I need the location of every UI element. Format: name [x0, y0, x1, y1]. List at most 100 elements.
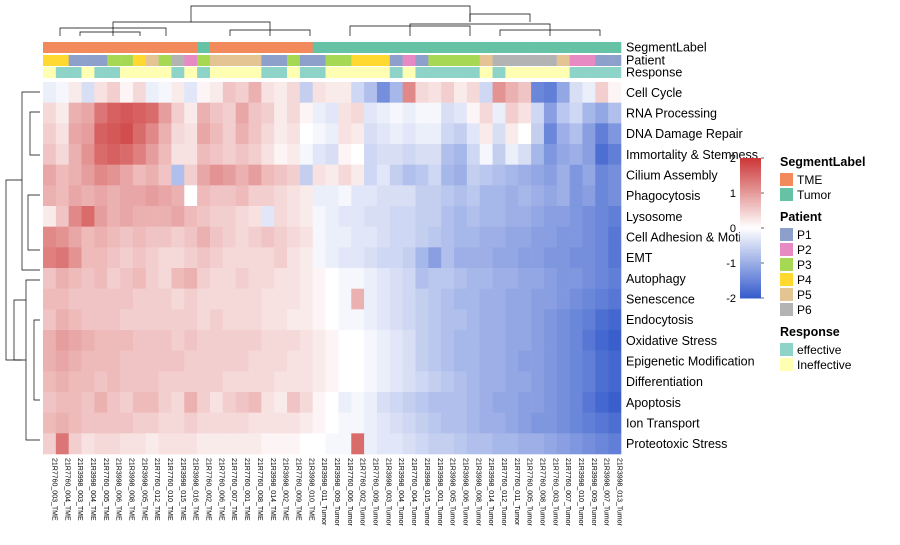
heatmap-cell [55, 82, 69, 103]
heatmap-cell [145, 371, 159, 393]
heatmap-cell [351, 433, 365, 455]
annotation-cell [543, 42, 558, 53]
heatmap-cell [132, 123, 147, 145]
heatmap-cell [466, 164, 481, 186]
heatmap-cell [55, 123, 69, 145]
heatmap-cell [505, 392, 519, 413]
colorbar-segment [740, 232, 761, 236]
legend-swatch [780, 258, 793, 271]
heatmap-cell [222, 226, 236, 248]
heatmap-cell [479, 288, 493, 310]
annotation-cell [608, 67, 622, 78]
heatmap-cell [248, 185, 262, 207]
annotation-cell [312, 42, 326, 53]
heatmap-cell [543, 185, 558, 207]
heatmap-cell [235, 102, 249, 124]
heatmap-cell [531, 268, 545, 289]
heatmap-cell [441, 185, 455, 207]
heatmap-cell [145, 247, 159, 269]
heatmap-cell [543, 309, 558, 331]
colorbar-segment [740, 207, 761, 210]
colorbar-tick-label: -2 [726, 293, 736, 305]
annotation-cell [364, 55, 378, 66]
colorbar-segment [740, 239, 761, 243]
heatmap-cell [81, 206, 95, 227]
annotation-cell [376, 67, 391, 78]
annotation-cell [595, 67, 609, 78]
heatmap-cell [235, 123, 249, 145]
heatmap-cell [492, 123, 506, 145]
colorbar-segment [740, 260, 761, 264]
heatmap-cell [274, 144, 288, 165]
heatmap-cell [107, 102, 121, 124]
annotation-cell [248, 67, 262, 78]
annotation-cell [299, 42, 314, 53]
heatmap-cell [184, 309, 198, 331]
column-label: 21R7760_012_TME [153, 458, 160, 521]
heatmap-cell [389, 144, 403, 165]
heatmap-cell [81, 164, 95, 186]
heatmap-cell [466, 206, 481, 227]
heatmap-cell [376, 206, 391, 227]
column-label: 21R3998_013_Tumor [616, 458, 623, 527]
heatmap-cell [543, 350, 558, 372]
heatmap-cell [68, 102, 82, 124]
heatmap-cell [338, 226, 352, 248]
heatmap-cell [287, 123, 301, 145]
heatmap-cell [158, 412, 172, 434]
heatmap-cell [518, 350, 532, 372]
heatmap-cell [351, 288, 365, 310]
heatmap-cell [376, 371, 391, 393]
heatmap-cell [171, 164, 185, 186]
heatmap-cell [43, 102, 57, 124]
column-label: 21R3998_006_Tumor [461, 458, 468, 527]
heatmap-cell [479, 226, 493, 248]
heatmap-cell [376, 102, 391, 124]
annotation-cell [518, 55, 532, 66]
heatmap-cell [209, 123, 224, 145]
heatmap-cell [94, 392, 108, 413]
heatmap-cell [595, 82, 609, 103]
row-label: Cilium Assembly [626, 169, 718, 183]
heatmap-cell [158, 185, 172, 207]
heatmap-cell [608, 412, 622, 434]
annotation-cell [505, 67, 519, 78]
heatmap-cell [389, 268, 403, 289]
heatmap-cell [261, 226, 275, 248]
heatmap-cell [107, 82, 121, 103]
annotation-cell [492, 55, 506, 66]
dendrogram-branch [33, 319, 40, 401]
row-label: Epigenetic Modification [626, 355, 755, 369]
heatmap-cell [287, 350, 301, 372]
heatmap-cell [287, 330, 301, 351]
heatmap-cell [376, 144, 391, 165]
heatmap-cell [68, 288, 82, 310]
heatmap-cell [518, 330, 532, 351]
heatmap-cell [338, 330, 352, 351]
row-label: Apoptosis [626, 396, 681, 410]
heatmap-cell [43, 185, 57, 207]
heatmap-cell [184, 288, 198, 310]
heatmap-cell [595, 123, 609, 145]
row-label: RNA Processing [626, 107, 717, 121]
heatmap-cell [428, 412, 442, 434]
heatmap-cell [120, 350, 134, 372]
colorbar-segment [740, 242, 761, 245]
heatmap-cell [325, 371, 339, 393]
column-label: 21R3998_009_Tumor [590, 458, 597, 527]
heatmap-cell [81, 433, 95, 455]
heatmap-cell [608, 185, 622, 207]
heatmap-cell [274, 412, 288, 434]
heatmap-cell [248, 164, 262, 186]
heatmap-cell [595, 350, 609, 372]
heatmap-cell [505, 330, 519, 351]
heatmap-cell [312, 82, 326, 103]
heatmap-cell [441, 102, 455, 124]
row-label: Lysosome [626, 210, 683, 224]
heatmap-cell [595, 144, 609, 165]
heatmap-cell [543, 433, 558, 455]
heatmap-cell [287, 206, 301, 227]
heatmap-cell [325, 206, 339, 227]
annotation-cell [287, 42, 301, 53]
heatmap-cell [68, 185, 82, 207]
